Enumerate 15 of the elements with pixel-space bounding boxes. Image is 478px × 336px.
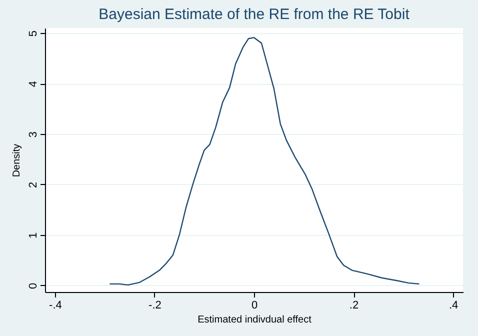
y-tick-label: 0 (28, 282, 40, 289)
chart-title: Bayesian Estimate of the RE from the RE Tobit (98, 6, 410, 23)
x-tick-label: .4 (448, 300, 458, 312)
y-tick-label: 3 (28, 131, 40, 138)
x-tick-label: .2 (349, 300, 359, 312)
y-axis-title: Density (12, 144, 22, 178)
y-tick-label: 4 (28, 80, 40, 88)
x-tick-label: -.4 (49, 300, 62, 312)
x-axis-title: Estimated indivdual effect (198, 314, 312, 326)
line-series (109, 36, 420, 286)
y-tick-label: 2 (28, 182, 40, 188)
x-tick-label: 0 (251, 300, 258, 312)
y-tick-label: 5 (28, 30, 40, 37)
y-tick-label: 1 (28, 232, 40, 239)
x-tick-label: -.2 (148, 300, 162, 312)
